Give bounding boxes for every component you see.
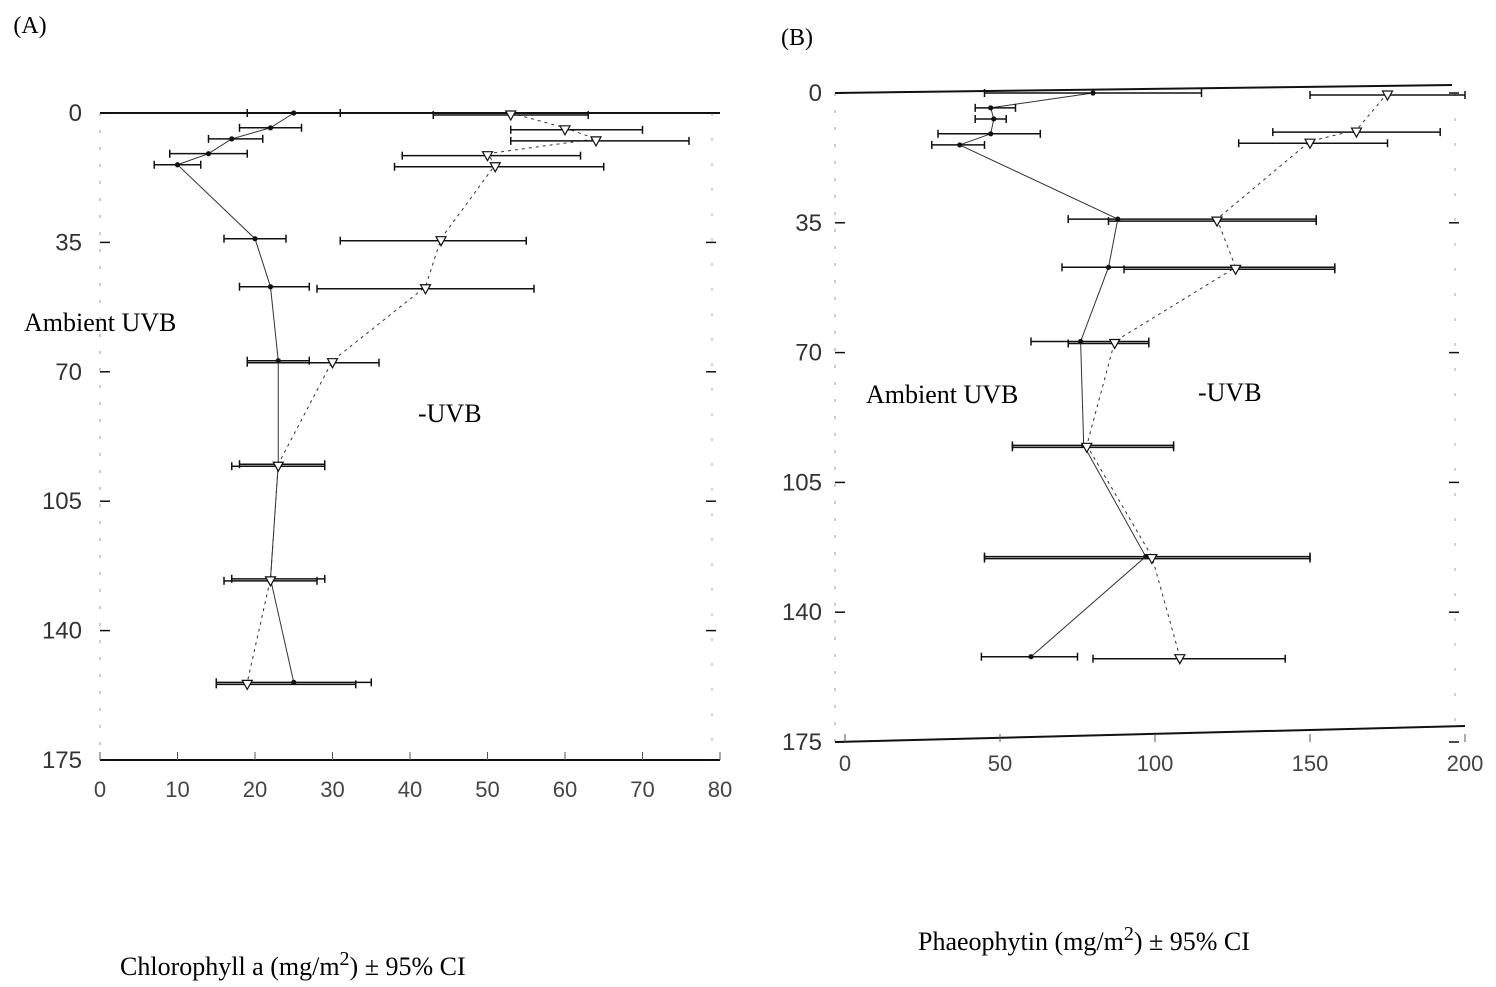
data-point: [988, 131, 994, 137]
data-point: [504, 110, 517, 122]
data-point: [1145, 553, 1158, 565]
series-minus-uvb: [215, 110, 690, 691]
data-point: [1108, 338, 1121, 350]
y-tick-label: 35: [795, 210, 822, 237]
series-line: [1086, 92, 1388, 657]
data-point: [589, 136, 603, 148]
data-point: [174, 162, 181, 168]
annotation-ambient-uvb: Ambient UVB: [24, 308, 176, 337]
x-axis-label-main: Phaeophytin (mg/m: [918, 927, 1124, 956]
series-line: [176, 112, 295, 683]
data-point: [272, 461, 285, 473]
data-point: [1173, 654, 1186, 665]
y-tick-label: 0: [809, 80, 822, 107]
annotation-minus-uvb: -UVB: [418, 399, 482, 428]
y-tick-label: 175: [42, 747, 82, 774]
x-axis-label-tail: ) ± 95% CI: [350, 952, 466, 981]
y-tick-label: 70: [55, 359, 82, 386]
x-tick-label: 60: [553, 777, 577, 802]
data-point: [205, 151, 212, 157]
data-point: [267, 125, 274, 131]
x-tick-label: 100: [1137, 751, 1174, 776]
x-axis-label-sup: 2: [1124, 923, 1134, 945]
x-axis-label: Phaeophytin (mg/m2) ± 95% CI: [918, 923, 1250, 956]
data-point: [267, 284, 274, 290]
y-tick-label: 105: [42, 488, 82, 515]
x-tick-label: 20: [243, 777, 267, 802]
x-tick-label: 30: [320, 777, 344, 802]
data-point: [434, 236, 448, 247]
data-point: [252, 236, 258, 242]
data-point: [1210, 216, 1224, 228]
y-tick-label: 0: [69, 100, 82, 127]
x-tick-label: 70: [630, 777, 654, 802]
data-point: [1105, 264, 1112, 270]
x-axis-label-main: Chlorophyll a (mg/m: [120, 952, 340, 981]
annotation-minus-uvb: -UVB: [1198, 378, 1262, 407]
data-point: [241, 679, 254, 691]
x-axis-line: [834, 725, 1466, 743]
y-tick-label: 140: [42, 618, 82, 645]
panel-label: (B): [781, 25, 813, 51]
x-tick-label: 40: [398, 777, 422, 802]
panel-label: (A): [13, 13, 46, 39]
data-point: [419, 284, 432, 296]
x-tick-label: 0: [94, 777, 106, 802]
data-point: [481, 151, 494, 162]
data-point: [1229, 264, 1242, 276]
y-tick-label: 35: [55, 229, 82, 256]
data-point: [229, 136, 235, 142]
x-tick-label: 150: [1292, 751, 1329, 776]
x-tick-label: 0: [839, 751, 851, 776]
data-point: [1090, 90, 1096, 96]
data-point: [1350, 127, 1363, 139]
x-tick-label: 50: [475, 777, 499, 802]
data-point: [1303, 138, 1317, 150]
y-tick-label: 105: [782, 469, 822, 496]
x-tick-label: 10: [165, 777, 189, 802]
x-tick-label: 200: [1447, 751, 1484, 776]
data-point: [489, 162, 502, 173]
panel-b: (B) 0 35 70 105 140 175 0 50 100 150 200 Ambient UVB…: [781, 25, 1483, 956]
annotation-ambient-uvb: Ambient UVB: [866, 380, 1018, 409]
series-ambient-uvb: [931, 89, 1336, 661]
data-point: [326, 358, 339, 369]
x-axis-label-sup: 2: [340, 948, 350, 970]
data-point: [291, 110, 297, 116]
x-axis-label: Chlorophyll a (mg/m2) ± 95% CI: [120, 948, 466, 981]
data-point: [991, 116, 997, 122]
data-point: [558, 125, 572, 137]
series-line: [958, 92, 1147, 658]
data-point: [957, 142, 963, 148]
data-point: [1028, 654, 1034, 660]
series-line: [246, 112, 597, 683]
y-tick-label: 70: [795, 340, 822, 367]
series-minus-uvb: [983, 90, 1466, 665]
y-tick-label: 140: [782, 599, 822, 626]
panel-a: (A) 0 35 70 105 140 175 0 10 20 30 40 50 60 70 80 Ambien…: [13, 13, 732, 981]
x-axis-label-tail: ) ± 95% CI: [1134, 927, 1250, 956]
data-point: [988, 105, 994, 111]
series-ambient-uvb: [153, 109, 372, 687]
data-point: [264, 576, 277, 588]
top-axis-line: [834, 84, 1453, 94]
x-tick-label: 80: [708, 777, 732, 802]
data-point: [1080, 442, 1093, 454]
x-tick-label: 50: [988, 751, 1012, 776]
y-tick-label: 175: [782, 729, 822, 756]
data-point: [1381, 90, 1394, 102]
